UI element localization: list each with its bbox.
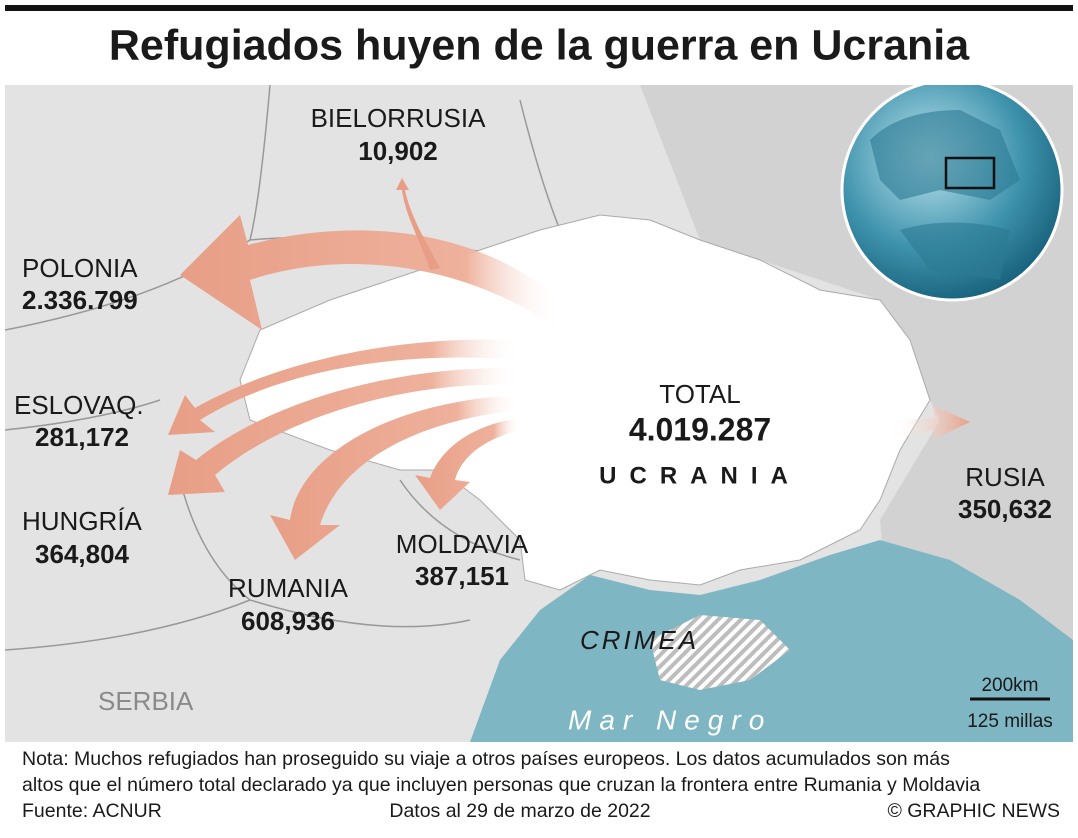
country-name: RUSIA: [965, 462, 1045, 492]
scale-miles: 125 millas: [967, 711, 1053, 732]
country-name: MOLDAVIA: [396, 529, 529, 559]
globe-land: [870, 110, 1020, 280]
refugee-count: 364,804: [35, 539, 130, 569]
arrow-eslovaquia: [168, 339, 520, 435]
ukraine: [239, 214, 931, 591]
arrow-polonia: [180, 215, 560, 330]
refugee-count: 387,151: [415, 561, 509, 591]
top-bar: [5, 5, 1073, 11]
arrow-hungria: [168, 367, 520, 495]
ukraine-label: UCRANIA: [599, 462, 801, 489]
refugee-count: 2.336.799: [22, 285, 138, 315]
map: [5, 85, 1073, 742]
arrow-bielorrusia: [396, 178, 440, 270]
arrow-moldavia: [415, 418, 520, 510]
sea-label: Mar Negro: [568, 704, 772, 735]
refugee-count: 10,902: [358, 136, 438, 166]
refugee-count: 281,172: [35, 422, 129, 452]
country-name: HUNGRÍA: [22, 506, 143, 536]
scale-km: 200km: [981, 675, 1038, 696]
refugee-count: 608,936: [241, 606, 335, 636]
serbia-label: SERBIA: [98, 686, 194, 716]
note-line: Nota: Muchos refugiados han proseguido s…: [22, 748, 950, 770]
source: Fuente: ACNUR: [22, 800, 162, 822]
title: Refugiados huyen de la guerra en Ucrania: [109, 21, 970, 69]
arrows: [168, 178, 970, 560]
arrow-rusia: [890, 405, 970, 440]
total-value: 4.019.287: [629, 411, 771, 447]
date: Datos al 29 de marzo de 2022: [389, 800, 650, 822]
refugee-count: 350,632: [958, 494, 1052, 524]
note-line: altos que el número total declarado ya q…: [22, 774, 980, 796]
country-name: ESLOVAQ.: [14, 390, 144, 420]
country-name: POLONIA: [22, 253, 138, 283]
crimea-label: CRIMEA: [580, 625, 699, 655]
country-name: BIELORRUSIA: [311, 103, 486, 133]
credit: © GRAPHIC NEWS: [887, 800, 1060, 822]
arrow-rumania: [270, 395, 520, 560]
total-label: TOTAL: [659, 379, 740, 409]
globe-locator: [944, 156, 996, 190]
crimea: [650, 615, 790, 690]
country-name: RUMANIA: [228, 573, 349, 603]
